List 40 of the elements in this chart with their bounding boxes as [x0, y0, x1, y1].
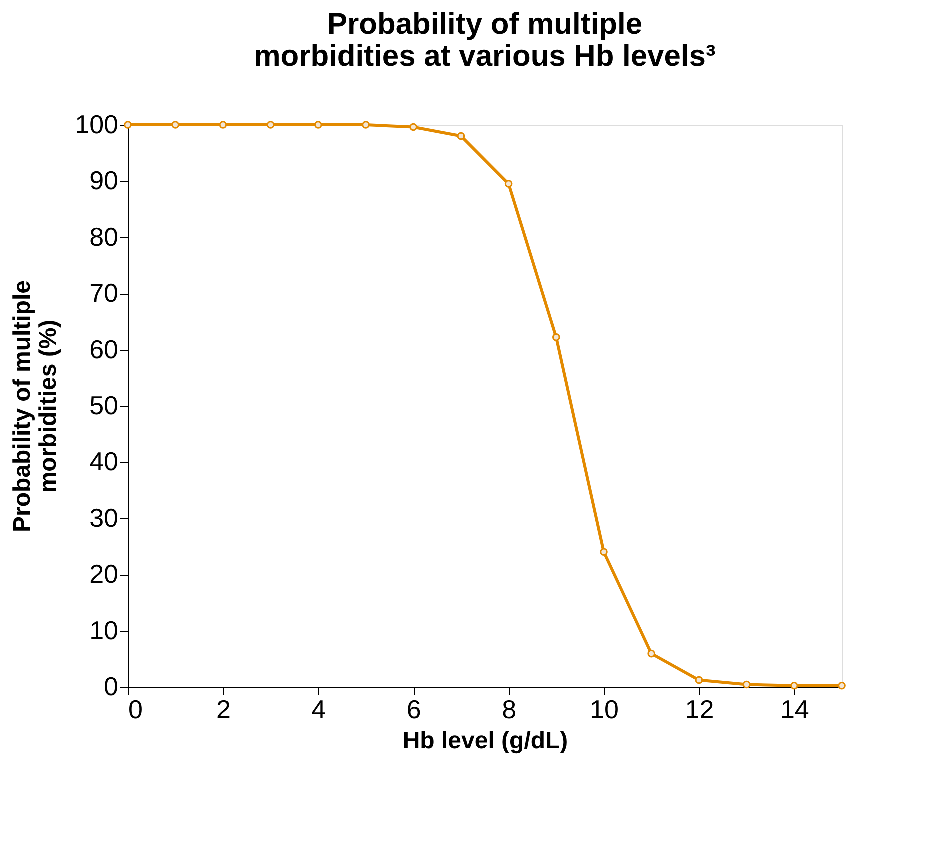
text: morbidities (%): [35, 320, 62, 494]
x-axis-title: Hb level (g/dL): [402, 728, 568, 754]
point: [266, 121, 275, 129]
x-tick-label: 12: [685, 694, 714, 724]
point: [314, 121, 322, 129]
point: [695, 676, 704, 684]
y-tick-label: 100: [75, 110, 118, 140]
text: Probability of multiple: [9, 280, 36, 533]
point: [552, 334, 560, 342]
text: Probability of multiple: [327, 8, 643, 41]
point: [504, 180, 513, 188]
y-tick-label: 40: [90, 446, 118, 477]
point: [742, 680, 751, 689]
y-tick-label: 0: [104, 672, 118, 702]
point: [124, 121, 132, 129]
x-tick-label: 6: [406, 694, 422, 724]
point: [172, 121, 180, 129]
y-tick-label: 70: [90, 278, 118, 308]
y-tick-label: 50: [90, 390, 118, 420]
x-tick-label: 2: [216, 694, 231, 724]
point: [790, 682, 798, 690]
text: morbidities at various Hb levels³: [254, 40, 716, 73]
point: [648, 650, 656, 658]
x-tick-label: 8: [502, 694, 517, 724]
point: [219, 121, 228, 129]
y-tick-label: 10: [90, 615, 118, 646]
y-tick-label: 20: [90, 559, 118, 590]
point: [838, 682, 846, 690]
point: [600, 548, 608, 556]
x-tick-label: 14: [780, 694, 810, 724]
point: [362, 121, 370, 129]
x-tick-label: 4: [312, 694, 326, 724]
y-tick-label: 90: [90, 166, 118, 196]
point: [457, 132, 466, 140]
y-tick-label: 60: [90, 334, 118, 364]
y-tick-label: 30: [90, 502, 118, 533]
y-tick-label: 80: [90, 222, 118, 252]
point: [410, 123, 418, 132]
x-tick-label: 10: [590, 694, 619, 724]
x-tick-label: 0: [128, 694, 143, 724]
